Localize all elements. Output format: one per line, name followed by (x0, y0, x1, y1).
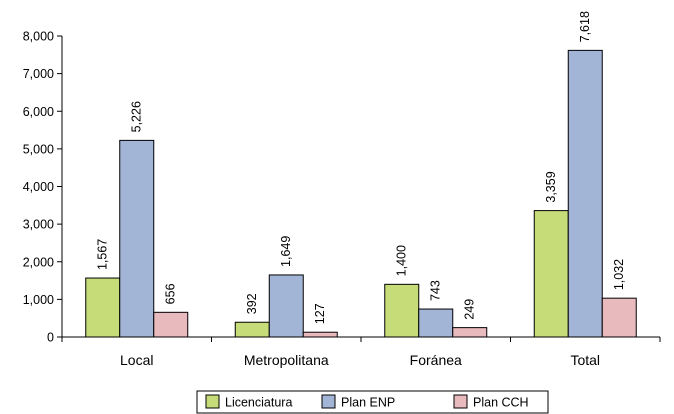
bar-plan-cch (452, 327, 488, 338)
y-tick-label: 4,000 (23, 180, 54, 194)
data-labels: 1,567 5,226 656 392 1,649 127 1,400 743 249 3,359… (96, 11, 627, 324)
legend-swatch-plan-cch (453, 394, 468, 409)
data-label: 3,359 (544, 171, 558, 202)
bar-plan-enp (268, 274, 304, 338)
y-tick-label: 3,000 (23, 218, 54, 232)
data-label: 1,649 (279, 236, 293, 267)
data-label: 249 (463, 299, 477, 320)
y-axis: 0 1,000 2,000 3,000 4,000 5,000 6,000 7,000 8,00… (23, 30, 63, 345)
data-label: 5,226 (130, 101, 144, 132)
bar-plan-cch (153, 311, 189, 338)
x-category-label: Metropolitana (244, 352, 329, 368)
data-label: 7,618 (578, 11, 592, 42)
legend-label: Plan ENP (341, 396, 395, 410)
legend-swatch-plan-enp (321, 394, 336, 409)
y-tick-label: 6,000 (23, 105, 54, 119)
bar-plan-enp (567, 49, 603, 338)
bar-plan-enp (119, 139, 155, 338)
y-tick-label: 1,000 (23, 293, 54, 307)
data-label: 127 (313, 303, 327, 324)
y-tick-label: 8,000 (23, 30, 54, 44)
x-category-label: Local (120, 352, 153, 368)
bar-licenciatura (85, 277, 121, 338)
legend-swatch-licenciatura (205, 394, 220, 409)
bar-licenciatura (533, 210, 569, 338)
bar-licenciatura (384, 283, 420, 338)
x-category-label: Foránea (410, 352, 462, 368)
bar-plan-enp (418, 308, 454, 338)
data-label: 1,400 (395, 245, 409, 276)
bar-plan-cch (601, 297, 637, 338)
legend-label: Licenciatura (225, 396, 292, 410)
y-tick-label: 7,000 (23, 67, 54, 81)
data-label: 1,567 (96, 239, 110, 270)
bar-licenciatura (234, 321, 270, 338)
bars (85, 49, 637, 338)
bar-plan-cch (302, 331, 338, 338)
legend: Licenciatura Plan ENP Plan CCH (196, 390, 549, 414)
x-category-label: Total (570, 352, 600, 368)
data-label: 1,032 (612, 259, 626, 290)
x-axis: Local Metropolitana Foránea Total (61, 336, 661, 368)
y-tick-label: 0 (47, 331, 54, 345)
data-label: 392 (245, 293, 259, 314)
data-label: 656 (164, 283, 178, 304)
legend-label: Plan CCH (473, 396, 529, 410)
y-tick-label: 2,000 (23, 255, 54, 269)
y-tick-label: 5,000 (23, 142, 54, 156)
data-label: 743 (429, 280, 443, 301)
